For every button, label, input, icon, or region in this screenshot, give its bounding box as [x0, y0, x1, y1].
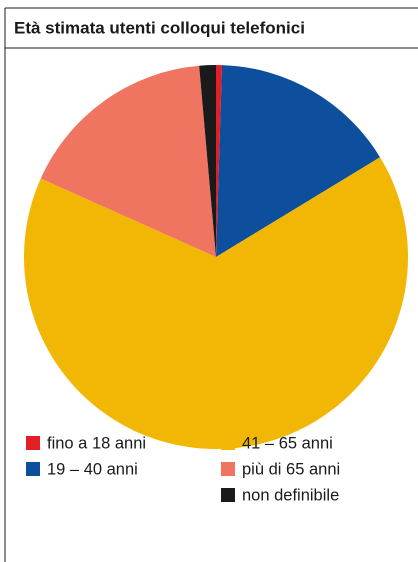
legend-label: 41 – 65 anni: [242, 434, 333, 452]
pie-slice: [40, 65, 216, 258]
pie-slice: [24, 157, 408, 449]
legend-swatch: [221, 462, 235, 476]
legend-label: 19 – 40 anni: [47, 460, 138, 478]
pie-slice: [216, 65, 223, 257]
pie-slice: [199, 65, 216, 257]
legend-swatch: [221, 436, 235, 450]
legend-swatch: [26, 462, 40, 476]
legend-swatch: [221, 488, 235, 502]
chart-title: Età stimata utenti colloqui telefonici: [14, 18, 305, 37]
legend-label: fino a 18 anni: [47, 434, 146, 452]
legend-label: più di 65 anni: [242, 460, 340, 478]
pie-slice: [216, 65, 381, 257]
legend-swatch: [26, 436, 40, 450]
legend-label: non definibile: [242, 486, 339, 504]
